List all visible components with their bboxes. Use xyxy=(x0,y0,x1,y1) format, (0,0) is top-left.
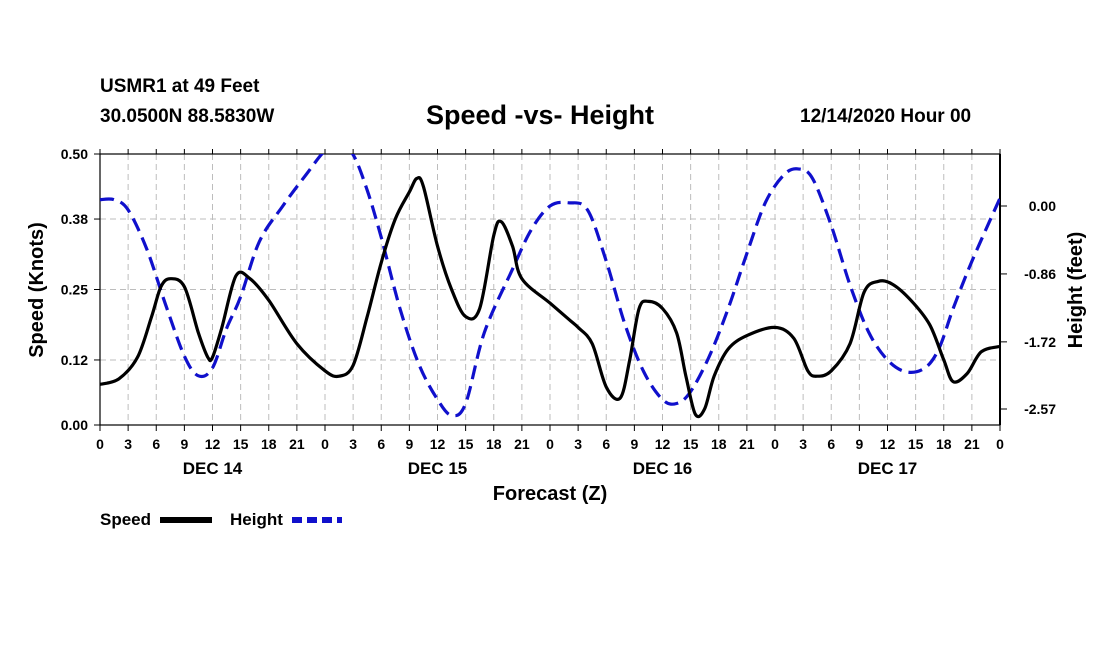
station-name: USMR1 at 49 Feet xyxy=(100,76,260,97)
x-tick-label: 12 xyxy=(430,436,446,452)
x-axis: 0 3 6 9 12 15 18 21 0 3 6 9 12 15 18 21 0 3 6 9 12 15 18 21 0 3 6 9… xyxy=(96,149,1004,478)
x-tick-label: 21 xyxy=(739,436,755,452)
y-tick-label: 0.50 xyxy=(61,146,88,162)
forecast-date: 12/14/2020 Hour 00 xyxy=(800,106,972,127)
x-tick-label: 0 xyxy=(321,436,329,452)
x-tick-label: 3 xyxy=(574,436,582,452)
chart-title: Speed -vs- Height xyxy=(426,100,655,130)
y2-tick-label: -2.57 xyxy=(1024,401,1056,417)
y2-tick-label: 0.00 xyxy=(1029,198,1056,214)
y-axis-label: Speed (Knots) xyxy=(26,222,48,358)
y-tick-label: 0.38 xyxy=(61,211,88,227)
series-line-height xyxy=(100,154,1000,418)
x-tick-label: 0 xyxy=(96,436,104,452)
x-tick-label: 6 xyxy=(152,436,160,452)
x-tick-label: 12 xyxy=(655,436,671,452)
x-tick-label: 15 xyxy=(683,436,699,452)
x-tick-label: 6 xyxy=(377,436,385,452)
x-tick-label: 21 xyxy=(514,436,530,452)
series-lines xyxy=(100,154,1000,419)
y2-tick-label: -0.86 xyxy=(1024,266,1056,282)
y-tick-label: 0.00 xyxy=(61,417,88,433)
x-tick-label: 18 xyxy=(711,436,727,452)
x-tick-label: 18 xyxy=(261,436,277,452)
x-tick-label: 3 xyxy=(124,436,132,452)
y-tick-label: 0.12 xyxy=(61,352,88,368)
x-tick-label: 6 xyxy=(602,436,610,452)
x-tick-label: 18 xyxy=(936,436,952,452)
x-tick-label: 15 xyxy=(908,436,924,452)
x-tick-label: 21 xyxy=(964,436,980,452)
x-tick-label: 9 xyxy=(405,436,413,452)
chart-grid xyxy=(100,154,1000,425)
x-tick-label: 0 xyxy=(996,436,1004,452)
y2-tick-label: -1.72 xyxy=(1024,334,1056,350)
legend-speed-label: Speed xyxy=(100,510,151,529)
x-tick-label: 9 xyxy=(855,436,863,452)
x-tick-label: 18 xyxy=(486,436,502,452)
x-day-label: DEC 14 xyxy=(183,459,243,478)
legend-height-label: Height xyxy=(230,510,283,529)
x-day-label: DEC 16 xyxy=(633,459,693,478)
x-tick-label: 21 xyxy=(289,436,305,452)
x-tick-label: 15 xyxy=(233,436,249,452)
x-tick-label: 0 xyxy=(771,436,779,452)
x-tick-label: 6 xyxy=(827,436,835,452)
x-tick-label: 12 xyxy=(880,436,896,452)
x-tick-label: 0 xyxy=(546,436,554,452)
y-tick-label: 0.25 xyxy=(61,282,88,298)
x-day-label: DEC 15 xyxy=(408,459,468,478)
series-line-speed xyxy=(100,176,1000,419)
x-tick-label: 9 xyxy=(630,436,638,452)
x-day-label: DEC 17 xyxy=(858,459,918,478)
x-tick-label: 12 xyxy=(205,436,221,452)
legend: Speed Height xyxy=(100,510,342,529)
x-axis-label: Forecast (Z) xyxy=(493,483,607,505)
y-axis-left: 0.00 0.12 0.25 0.38 0.50 xyxy=(61,146,100,433)
y-axis-right: 0.00 -0.86 -1.72 -2.57 xyxy=(1000,198,1056,417)
y2-axis-label: Height (feet) xyxy=(1065,232,1087,349)
x-tick-label: 3 xyxy=(349,436,357,452)
station-coordinates: 30.0500N 88.5830W xyxy=(100,106,275,127)
x-tick-label: 3 xyxy=(799,436,807,452)
x-tick-label: 9 xyxy=(180,436,188,452)
x-tick-label: 15 xyxy=(458,436,474,452)
